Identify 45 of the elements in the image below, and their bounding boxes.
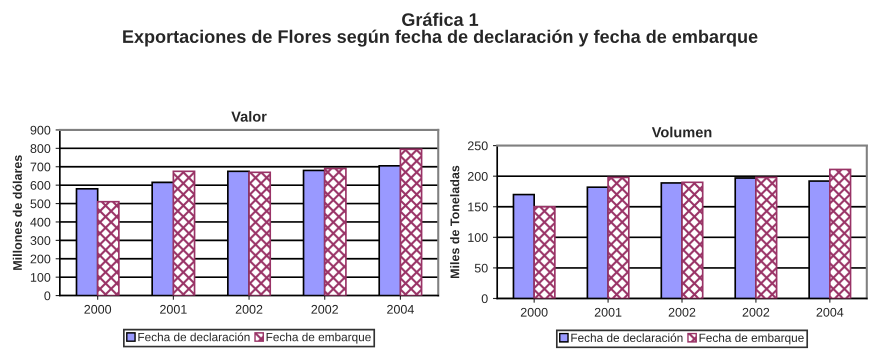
bar [248, 171, 272, 296]
y-tick-label: 0 [44, 291, 50, 300]
legend-label: Fecha de embarque [266, 332, 371, 344]
bar [400, 148, 422, 296]
chart-title: Volumen [652, 126, 712, 138]
bar [96, 200, 120, 296]
bar [829, 168, 852, 298]
chart-title: Valor [231, 111, 267, 122]
y-tick-label: 100 [468, 233, 488, 242]
x-tick-label: 2002 [668, 308, 696, 317]
legend-label: Fecha de embarque [700, 333, 804, 344]
y-tick-label: 150 [468, 202, 488, 212]
bar [755, 176, 778, 298]
x-tick-label: 2004 [816, 308, 844, 317]
legend-label: Fecha de declaración [138, 332, 250, 342]
y-tick-label: 500 [30, 199, 50, 208]
y-tick-label: 250 [468, 141, 488, 150]
y-tick-label: 50 [474, 264, 488, 273]
x-tick-label: 2002 [311, 304, 338, 314]
y-tick-label: 200 [30, 254, 50, 264]
text: Gráfica 1 Exportaciones de Flores según fecha de declaración y fecha de embarque [123, 12, 758, 47]
bar [681, 181, 704, 298]
x-tick-label: 2002 [742, 308, 770, 317]
bar [607, 176, 630, 298]
y-tick-label: 200 [468, 172, 488, 181]
x-tick-label: 2004 [387, 304, 414, 314]
y-axis-title: Miles de Toneladas [450, 166, 460, 278]
x-tick-label: 2002 [236, 304, 262, 314]
y-tick-label: 800 [30, 144, 50, 154]
x-tick-label: 2000 [84, 304, 112, 314]
y-tick-label: 600 [30, 180, 50, 190]
y-tick-label: 400 [30, 218, 50, 227]
bar [533, 206, 556, 298]
y-tick-label: 700 [30, 162, 50, 172]
y-tick-label: 900 [30, 126, 50, 135]
y-axis-title: Millones de dólares [12, 155, 22, 270]
x-tick-label: 2001 [160, 304, 187, 314]
legend-label: Fecha de declaración [571, 333, 682, 342]
y-tick-label: 300 [30, 236, 50, 246]
y-tick-label: 100 [30, 272, 50, 282]
bar [324, 168, 347, 296]
bar [172, 170, 196, 296]
x-tick-label: 2001 [594, 308, 622, 317]
y-tick-label: 0 [482, 294, 488, 304]
x-tick-label: 2000 [520, 308, 548, 317]
